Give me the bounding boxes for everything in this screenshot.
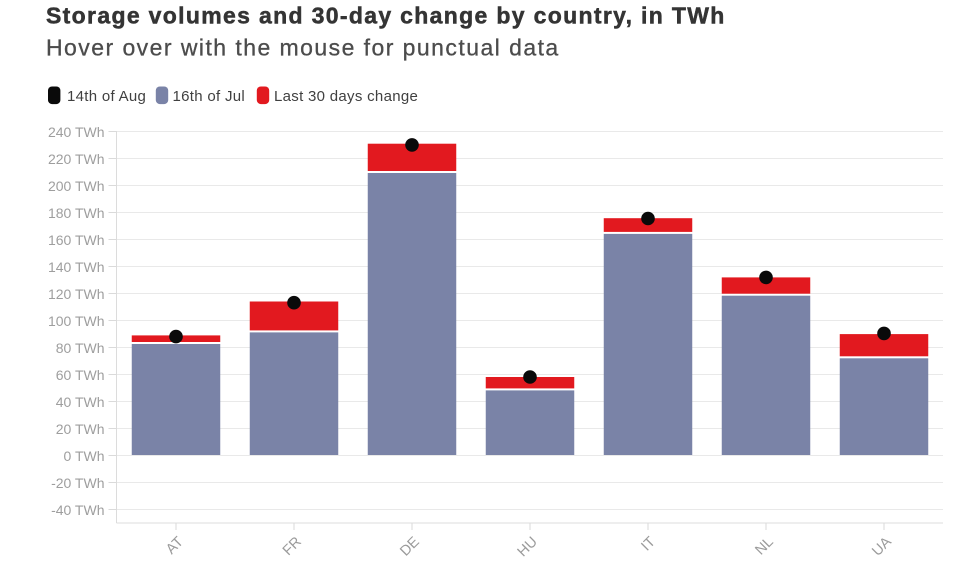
svg-text:20 TWh: 20 TWh (56, 421, 105, 437)
svg-text:180 TWh: 180 TWh (48, 205, 105, 221)
svg-text:Hover over with the mouse for: Hover over with the mouse for punctual d… (46, 35, 560, 61)
svg-text:-40 TWh: -40 TWh (51, 502, 104, 518)
svg-text:Storage volumes and 30-day cha: Storage volumes and 30-day change by cou… (46, 3, 726, 29)
svg-text:220 TWh: 220 TWh (48, 151, 105, 167)
svg-text:-20 TWh: -20 TWh (51, 475, 104, 491)
svg-text:40 TWh: 40 TWh (56, 394, 105, 410)
svg-text:16th of Jul: 16th of Jul (173, 88, 246, 105)
svg-text:140 TWh: 140 TWh (48, 259, 105, 275)
svg-text:100 TWh: 100 TWh (48, 313, 105, 329)
svg-text:240 TWh: 240 TWh (48, 124, 105, 140)
svg-text:Last 30 days change: Last 30 days change (274, 88, 418, 105)
svg-text:0 TWh: 0 TWh (64, 448, 105, 464)
svg-text:60 TWh: 60 TWh (56, 367, 105, 383)
svg-text:80 TWh: 80 TWh (56, 340, 105, 356)
svg-text:120 TWh: 120 TWh (48, 286, 105, 302)
svg-text:200 TWh: 200 TWh (48, 178, 105, 194)
svg-text:14th of Aug: 14th of Aug (67, 88, 146, 105)
svg-text:160 TWh: 160 TWh (48, 232, 105, 248)
